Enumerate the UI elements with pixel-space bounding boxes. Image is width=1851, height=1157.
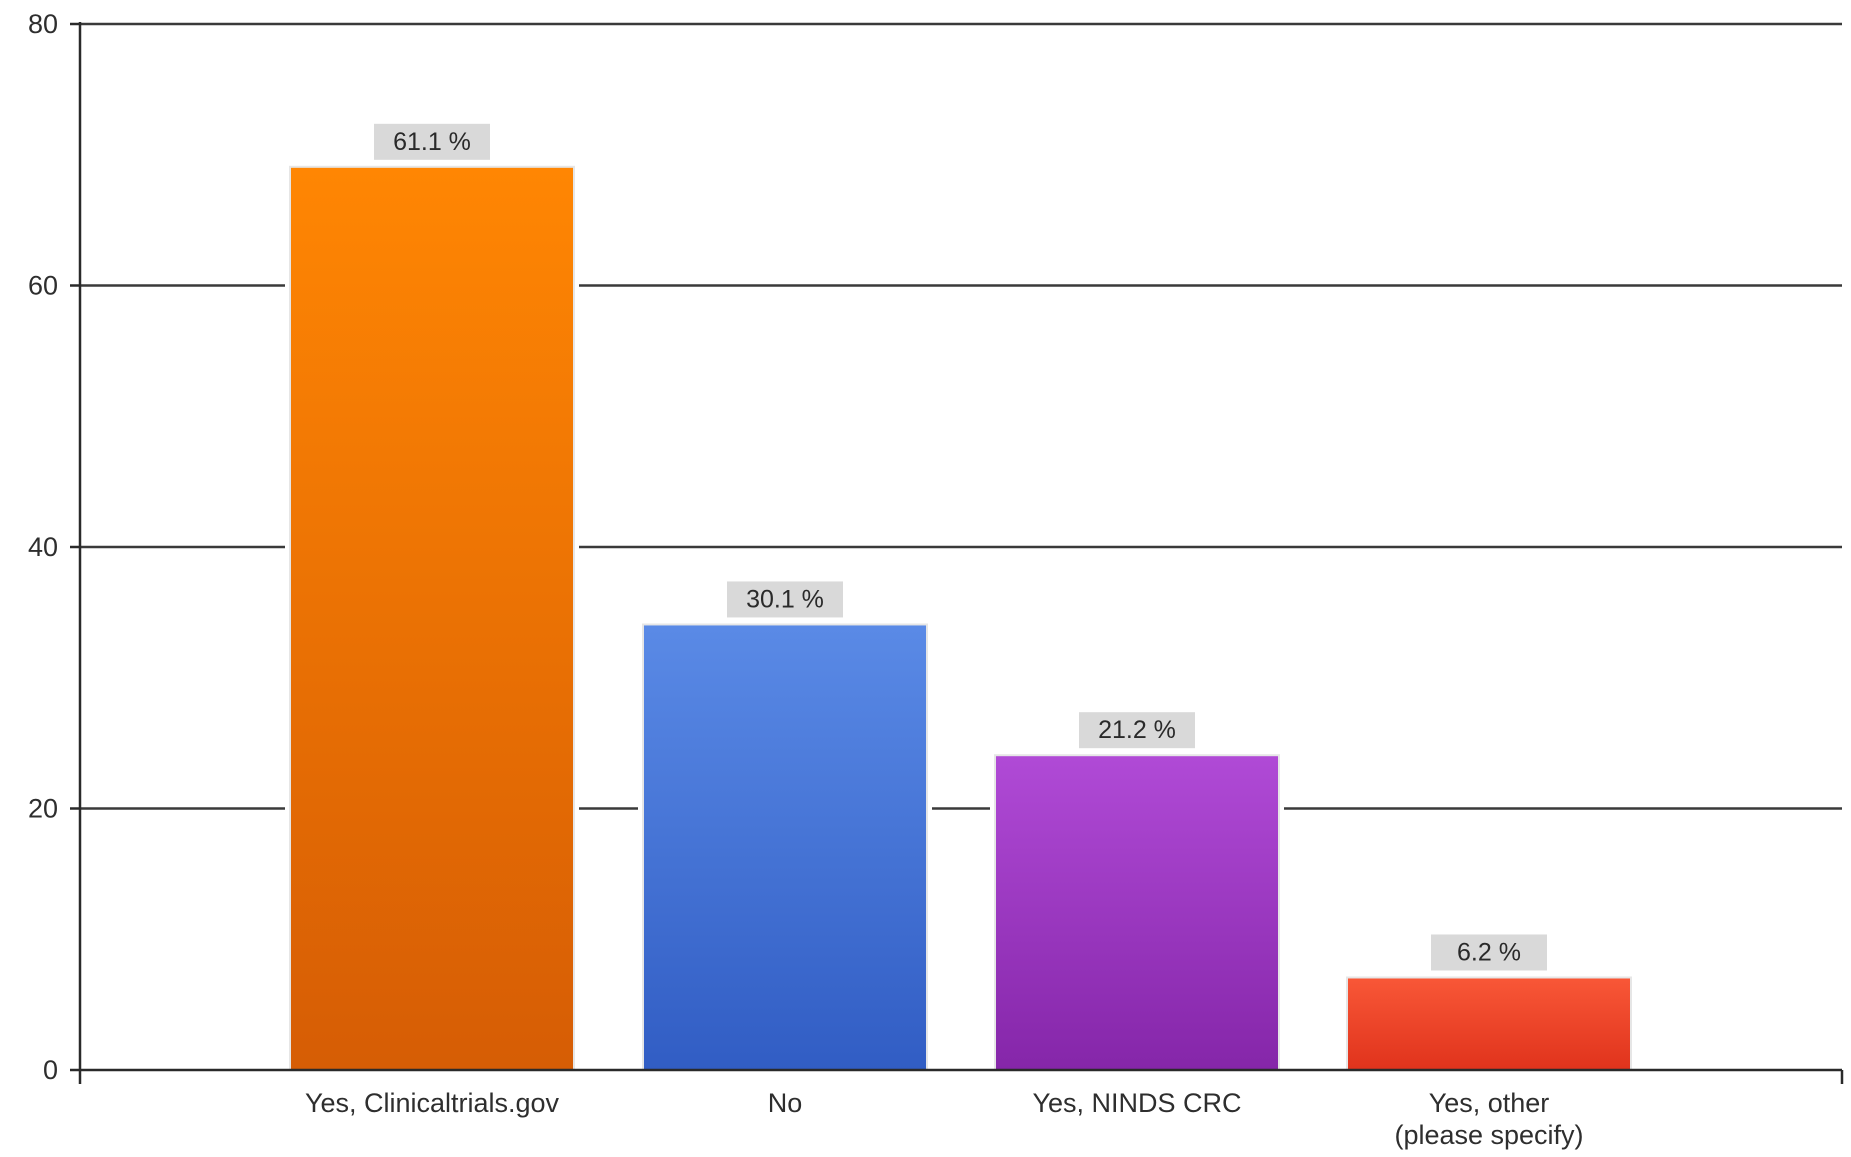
bar <box>996 756 1278 1070</box>
y-tick-label: 40 <box>28 532 58 562</box>
x-tick-label: No <box>768 1088 803 1118</box>
y-tick-label: 20 <box>28 794 58 824</box>
data-label: 21.2 % <box>1098 716 1176 744</box>
x-tick-label: Yes, NINDS CRC <box>1032 1088 1241 1118</box>
data-label-box <box>1431 934 1547 971</box>
data-label-box <box>374 123 490 160</box>
y-tick-label: 60 <box>28 271 58 301</box>
bars <box>289 165 1632 1070</box>
data-label: 61.1 % <box>393 128 471 156</box>
y-tick-label: 0 <box>43 1055 58 1085</box>
y-tick-label: 80 <box>28 9 58 39</box>
gridlines <box>80 22 1842 810</box>
data-label: 30.1 % <box>746 585 824 613</box>
labels: 0 20 40 60 80 Yes, Clinicaltrials.gov No Yes, N… <box>28 9 1584 1150</box>
x-tick-label: Yes, other <box>1429 1088 1550 1118</box>
bar <box>644 625 926 1070</box>
x-tick-label: Yes, Clinicaltrials.gov <box>305 1088 560 1118</box>
bar <box>1348 978 1630 1070</box>
axes <box>70 22 1844 1084</box>
bar <box>291 167 573 1070</box>
x-tick-label: (please specify) <box>1394 1120 1583 1150</box>
data-label-box <box>1079 712 1195 749</box>
data-label-box <box>727 581 843 618</box>
data-label: 6.2 % <box>1457 938 1521 966</box>
